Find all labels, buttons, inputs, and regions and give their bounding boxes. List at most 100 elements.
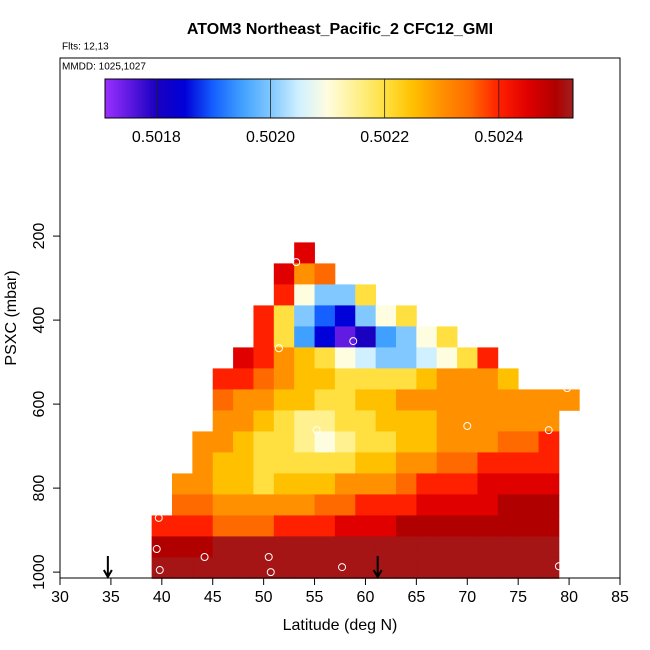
x-tick-label: 60 xyxy=(357,589,375,606)
y-tick-label: 600 xyxy=(31,391,48,418)
y-tick-label: 800 xyxy=(31,475,48,502)
heatmap-cell xyxy=(334,368,356,390)
heatmap-cell xyxy=(457,347,478,369)
heatmap-cell xyxy=(253,557,275,579)
heatmap-cell xyxy=(375,431,397,453)
observation-point xyxy=(563,384,572,393)
heatmap-cell xyxy=(273,326,295,348)
heatmap-cell xyxy=(172,536,193,558)
heatmap-cell xyxy=(396,431,417,453)
heatmap-cell xyxy=(477,473,499,495)
x-tick-label: 65 xyxy=(407,589,425,606)
heatmap-cell xyxy=(273,305,295,327)
heatmap-cell xyxy=(355,557,377,579)
heatmap-cell xyxy=(396,326,417,348)
heatmap-cell xyxy=(314,326,336,348)
heatmap-cell xyxy=(233,494,254,516)
heatmap-cell xyxy=(477,452,499,474)
heatmap-cell xyxy=(375,515,397,537)
heatmap-cell xyxy=(396,368,417,390)
heatmap-cell xyxy=(518,473,539,495)
heatmap-cell xyxy=(294,242,315,264)
heatmap-cell xyxy=(416,410,438,432)
colorbar-tick-label: 0.5020 xyxy=(246,129,295,146)
heatmap-cell xyxy=(355,368,377,390)
heatmap-cell xyxy=(477,515,499,537)
heatmap-cell xyxy=(457,431,478,453)
heatmap-cell xyxy=(416,347,438,369)
heatmap-cell xyxy=(294,515,315,537)
annotation: Flts: 12,13 xyxy=(62,42,109,53)
heatmap-cell xyxy=(375,494,397,516)
heatmap-cell xyxy=(314,368,336,390)
heatmap-cell xyxy=(375,410,397,432)
heatmap-cell xyxy=(355,473,377,495)
heatmap-cell xyxy=(294,473,315,495)
x-tick-label: 50 xyxy=(255,589,273,606)
heatmap-cell xyxy=(253,515,275,537)
observation-point xyxy=(154,513,163,522)
x-tick-label: 55 xyxy=(306,589,324,606)
heatmap-cell xyxy=(334,326,356,348)
colorbar-tick-label: 0.5018 xyxy=(132,129,181,146)
heatmap-cell xyxy=(355,494,377,516)
heatmap-cell xyxy=(233,368,254,390)
heatmap-cell xyxy=(396,515,417,537)
heatmap-cell xyxy=(538,515,560,537)
heatmap-cell xyxy=(233,347,254,369)
heatmap-cell xyxy=(538,557,560,579)
observation-point xyxy=(338,563,347,572)
y-tick-label: 400 xyxy=(31,307,48,334)
heatmap-cell xyxy=(436,473,458,495)
colorbar-tick-label: 0.5024 xyxy=(474,129,523,146)
heatmap-cell xyxy=(233,410,254,432)
heatmap-cell xyxy=(273,557,295,579)
observation-point xyxy=(349,337,358,346)
heatmap-cell xyxy=(518,452,539,474)
heatmap-cell xyxy=(273,263,295,285)
heatmap-cell xyxy=(314,389,336,411)
heatmap-cell xyxy=(294,431,315,453)
heatmap-cell xyxy=(416,326,438,348)
heatmap-cell xyxy=(314,515,336,537)
heatmap-cell xyxy=(355,536,377,558)
heatmap-cell xyxy=(212,368,234,390)
heatmap-cell xyxy=(253,536,275,558)
heatmap-cell xyxy=(497,494,519,516)
heatmap-cell xyxy=(294,284,315,306)
heatmap-cell xyxy=(314,473,336,495)
heatmap-cell xyxy=(375,389,397,411)
heatmap-cell xyxy=(273,515,295,537)
heatmap-cell xyxy=(151,536,173,558)
heatmap-cell xyxy=(294,452,315,474)
heatmap-cell xyxy=(477,431,499,453)
heatmap-cell xyxy=(477,410,499,432)
heatmap-cell xyxy=(273,410,295,432)
heatmap-cell xyxy=(314,557,336,579)
heatmap-cell xyxy=(497,536,519,558)
heatmap-cell xyxy=(538,452,560,474)
heatmap-cell xyxy=(355,452,377,474)
heatmap-cell xyxy=(355,410,377,432)
colorbar xyxy=(104,78,574,119)
heatmap-cell xyxy=(518,536,539,558)
heatmap-cell xyxy=(436,326,458,348)
heatmap-cell xyxy=(518,515,539,537)
heatmap-cell xyxy=(477,557,499,579)
heatmap-cell xyxy=(212,494,234,516)
heatmap-cell xyxy=(273,473,295,495)
heatmap-cell xyxy=(518,557,539,579)
heatmap-cell xyxy=(233,515,254,537)
heatmap-cell xyxy=(233,473,254,495)
heatmap-cell xyxy=(334,536,356,558)
heatmap-cell xyxy=(233,389,254,411)
heatmap-cell xyxy=(294,263,315,285)
observation-point xyxy=(155,566,164,575)
heatmap-cell xyxy=(253,452,275,474)
heatmap-cell xyxy=(477,494,499,516)
heatmap-cell xyxy=(212,515,234,537)
heatmap-cell xyxy=(192,515,214,537)
heatmap-cell xyxy=(396,494,417,516)
heatmap-cell xyxy=(375,536,397,558)
flight-arrow xyxy=(372,556,383,580)
